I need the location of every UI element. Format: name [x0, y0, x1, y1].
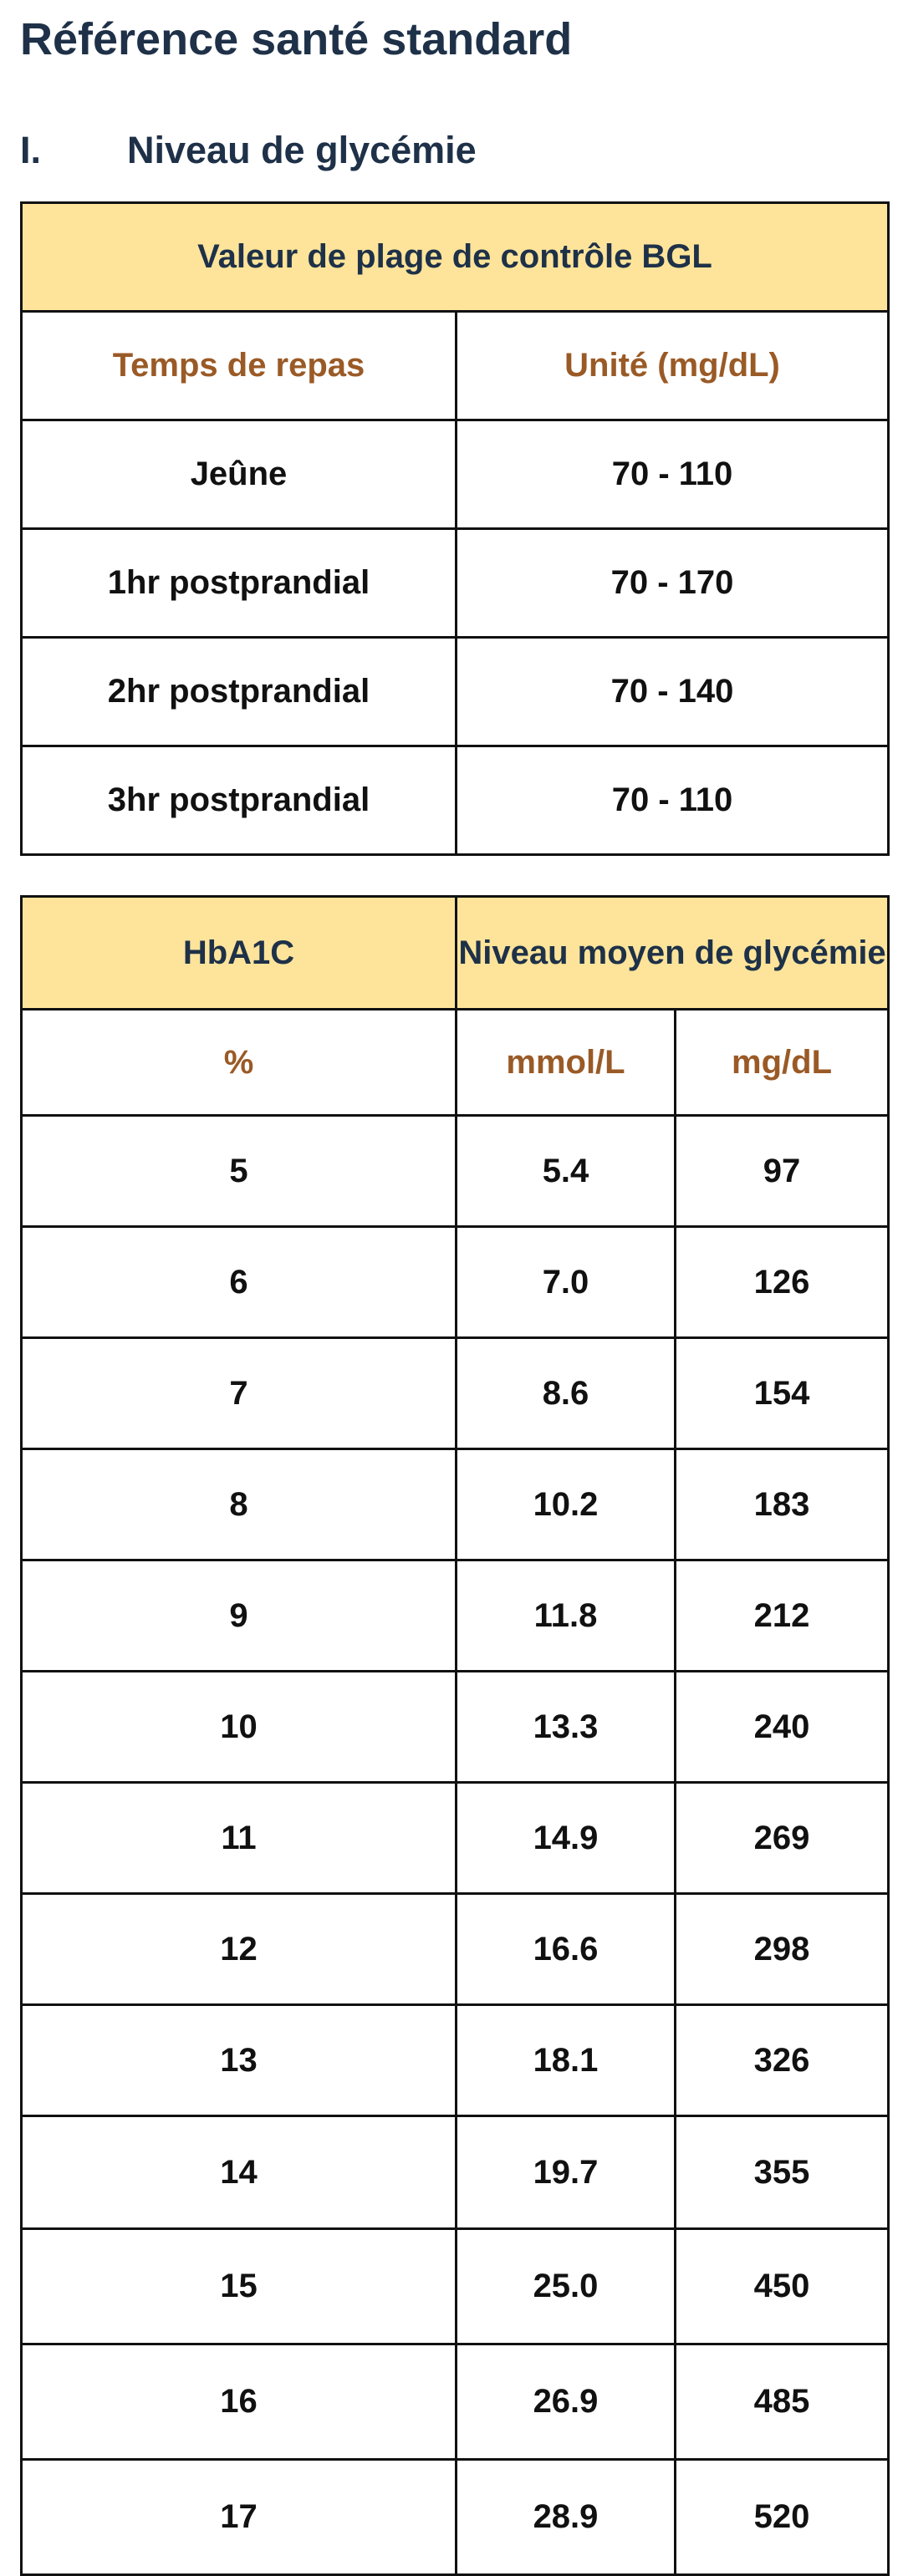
range-cell: 70 - 170 [454, 527, 890, 639]
table-row: 9 11.8 212 [20, 1559, 890, 1672]
table-row: 5 5.4 97 [20, 1114, 890, 1228]
range-cell: 70 - 110 [454, 745, 890, 856]
hba1c-cell: 7 [20, 1336, 457, 1450]
mmol-cell: 11.8 [455, 1559, 676, 1672]
table-header-row: HbA1C Niveau moyen de glycémie [20, 895, 890, 1011]
table-row: 10 13.3 240 [20, 1670, 890, 1784]
unit-mmol: mmol/L [455, 1008, 676, 1117]
table-row: 13 18.1 326 [20, 2003, 890, 2117]
column-header-unit: Unité (mg/dL) [454, 310, 890, 421]
hba1c-cell: 16 [20, 2343, 457, 2461]
mgdl-cell: 154 [673, 1336, 890, 1450]
page-title: Référence santé standard [20, 14, 573, 64]
units-row: % mmol/L mg/dL [20, 1008, 890, 1117]
mgdl-cell: 450 [673, 2227, 890, 2345]
table-caption: Valeur de plage de contrôle BGL [19, 201, 890, 313]
range-cell: 70 - 110 [454, 419, 890, 530]
table-row: 1hr postprandial 70 - 170 [20, 527, 890, 639]
hba1c-cell: 6 [20, 1225, 457, 1339]
hba1c-cell: 10 [20, 1670, 457, 1784]
mmol-cell: 26.9 [455, 2343, 676, 2461]
column-header-hba1c: HbA1C [20, 895, 457, 1011]
mmol-cell: 8.6 [455, 1336, 676, 1450]
table-row: Jeûne 70 - 110 [20, 419, 890, 530]
section-heading: I. Niveau de glycémie [20, 125, 477, 176]
mgdl-cell: 520 [673, 2458, 890, 2576]
hba1c-cell: 8 [20, 1448, 457, 1561]
table-row: 3hr postprandial 70 - 110 [20, 745, 890, 856]
hba1c-cell: 15 [20, 2227, 457, 2345]
mgdl-cell: 485 [673, 2343, 890, 2461]
hba1c-cell: 5 [20, 1114, 457, 1228]
mgdl-cell: 126 [673, 1225, 890, 1339]
table-row: 8 10.2 183 [20, 1448, 890, 1561]
mmol-cell: 14.9 [455, 1781, 676, 1895]
mmol-cell: 5.4 [455, 1114, 676, 1228]
table-caption-row: Valeur de plage de contrôle BGL [19, 201, 890, 313]
mgdl-cell: 326 [673, 2003, 890, 2117]
table-row: 17 28.9 520 [20, 2458, 890, 2576]
table-row: 14 19.7 355 [20, 2115, 890, 2230]
mmol-cell: 16.6 [455, 1892, 676, 2006]
mgdl-cell: 269 [673, 1781, 890, 1895]
table-row: 15 25.0 450 [20, 2227, 890, 2345]
section-number: I. [20, 129, 42, 171]
meal-time-cell: Jeûne [20, 419, 457, 530]
mmol-cell: 13.3 [455, 1670, 676, 1784]
table-row: 11 14.9 269 [20, 1781, 890, 1895]
meal-time-cell: 1hr postprandial [20, 527, 457, 639]
mgdl-cell: 97 [673, 1114, 890, 1228]
meal-time-cell: 2hr postprandial [20, 636, 457, 747]
hba1c-cell: 12 [20, 1892, 457, 2006]
hba1c-cell: 13 [20, 2003, 457, 2117]
table-row: 6 7.0 126 [20, 1225, 890, 1339]
mmol-cell: 10.2 [455, 1448, 676, 1561]
table-row: 7 8.6 154 [20, 1336, 890, 1450]
section-title: Niveau de glycémie [127, 129, 477, 171]
table-header-row: Temps de repas Unité (mg/dL) [20, 310, 890, 421]
mgdl-cell: 298 [673, 1892, 890, 2006]
table-row: 16 26.9 485 [20, 2343, 890, 2461]
mgdl-cell: 212 [673, 1559, 890, 1672]
hba1c-cell: 14 [20, 2115, 457, 2230]
mmol-cell: 25.0 [455, 2227, 676, 2345]
bgl-control-range-table: Valeur de plage de contrôle BGL Temps de… [19, 201, 890, 856]
mgdl-cell: 183 [673, 1448, 890, 1561]
unit-percent: % [20, 1008, 457, 1117]
mmol-cell: 19.7 [455, 2115, 676, 2230]
meal-time-cell: 3hr postprandial [20, 745, 457, 856]
hba1c-cell: 11 [20, 1781, 457, 1895]
hba1c-cell: 17 [20, 2458, 457, 2576]
mmol-cell: 18.1 [455, 2003, 676, 2117]
mgdl-cell: 240 [673, 1670, 890, 1784]
column-header-average-glucose: Niveau moyen de glycémie [454, 895, 890, 1011]
unit-mgdl: mg/dL [673, 1008, 890, 1117]
range-cell: 70 - 140 [454, 636, 890, 747]
table-row: 12 16.6 298 [20, 1892, 890, 2006]
column-header-meal-time: Temps de repas [20, 310, 457, 421]
hba1c-conversion-table: HbA1C Niveau moyen de glycémie % mmol/L … [20, 895, 890, 2576]
hba1c-cell: 9 [20, 1559, 457, 1672]
mmol-cell: 7.0 [455, 1225, 676, 1339]
mmol-cell: 28.9 [455, 2458, 676, 2576]
mgdl-cell: 355 [673, 2115, 890, 2230]
table-row: 2hr postprandial 70 - 140 [20, 636, 890, 747]
